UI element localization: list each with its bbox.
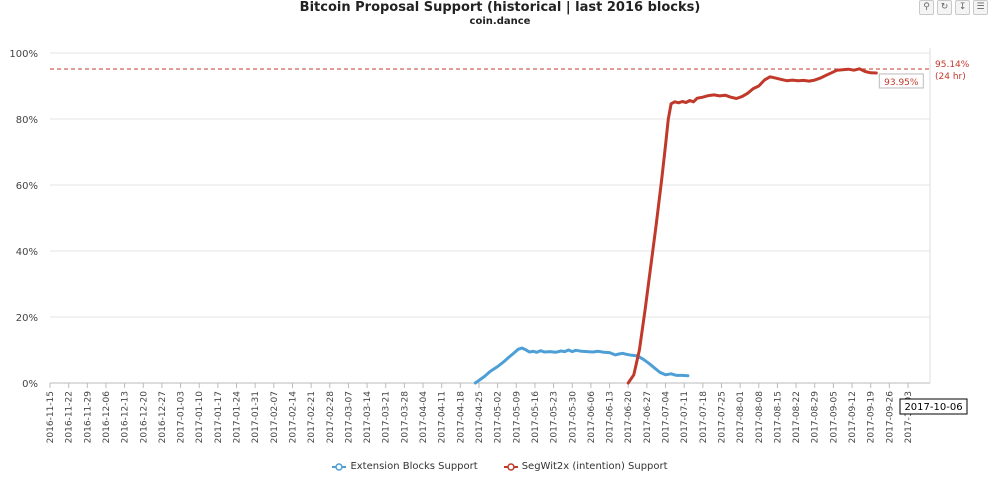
x-tick-label: 2016-11-22 — [65, 391, 75, 443]
x-tick-label: 2017-01-17 — [214, 391, 224, 443]
legend-label-segwit2x: SegWit2x (intention) Support — [521, 461, 668, 472]
threshold-sublabel: (24 hr) — [935, 72, 966, 82]
x-tick-label: 2016-12-27 — [158, 391, 168, 443]
x-tick-label: 2017-02-21 — [307, 391, 317, 443]
x-tick-label: 2017-07-18 — [699, 391, 709, 444]
x-tick-label: 2017-09-26 — [885, 391, 895, 444]
x-tick-label: 2017-04-11 — [438, 391, 448, 443]
x-tick-label: 2017-07-04 — [662, 391, 672, 444]
x-tick-label: 2017-05-16 — [531, 391, 541, 444]
x-tick-label: 2017-09-12 — [848, 391, 858, 443]
x-axis: 2016-11-15 2016-11-22 2016-11-29 2016-12-06… — [46, 383, 914, 443]
x-tick-label: 2016-11-15 — [46, 391, 56, 443]
legend-marker-red — [503, 462, 518, 471]
threshold-label: 95.14% — [935, 60, 970, 70]
x-tick-label: 2017-07-11 — [680, 391, 690, 443]
legend-item-extension-blocks[interactable]: Extension Blocks Support — [332, 461, 478, 472]
series-line-extension-blocks — [473, 346, 690, 385]
x-tick-label: 2017-04-04 — [419, 391, 429, 444]
x-tick-label: 2017-08-22 — [792, 391, 802, 443]
y-axis: 0% 20% 40% 60% 80% 100% — [9, 49, 38, 390]
x-tick-label: 2017-01-24 — [233, 391, 243, 444]
x-tick-label: 2016-12-06 — [102, 391, 112, 444]
x-tick-label: 2017-05-09 — [512, 391, 522, 444]
gridlines — [50, 48, 931, 384]
hover-date-box — [899, 398, 968, 415]
x-tick-label: 2017-09-05 — [829, 391, 839, 443]
x-tick-label: 2017-04-18 — [456, 391, 466, 444]
zoom-icon[interactable]: ⚲ — [919, 0, 934, 15]
x-tick-label: 2016-11-29 — [83, 391, 93, 444]
y-tick-label: 20% — [16, 313, 38, 324]
y-tick-label: 60% — [16, 181, 38, 192]
export-icon[interactable]: ↧ — [955, 0, 970, 15]
x-tick-label: 2017-08-29 — [811, 391, 821, 444]
y-tick-label: 0% — [22, 379, 38, 390]
x-tick-label: 2017-03-28 — [400, 391, 410, 444]
x-tick-label: 2017-06-20 — [624, 391, 634, 444]
x-tick-label: 2017-02-14 — [288, 391, 298, 444]
end-value-box — [878, 73, 924, 89]
x-tick-label: 2016-12-13 — [121, 391, 131, 443]
legend-label-extension-blocks: Extension Blocks Support — [350, 461, 478, 472]
legend-marker-blue — [332, 462, 347, 471]
legend: Extension Blocks Support SegWit2x (inten… — [0, 461, 1000, 472]
x-tick-label: 2016-12-20 — [139, 391, 149, 444]
x-tick-label: 2017-03-07 — [344, 391, 354, 443]
legend-item-segwit2x[interactable]: SegWit2x (intention) Support — [503, 461, 668, 472]
x-tick-label: 2017-05-23 — [550, 391, 560, 443]
chart-toolbar: ⚲ ↻ ↧ ☰ — [919, 0, 988, 15]
y-tick-label: 40% — [16, 247, 38, 258]
x-tick-label: 2017-01-31 — [251, 391, 261, 443]
x-tick-label: 2017-09-19 — [867, 391, 877, 444]
y-tick-label: 80% — [16, 115, 38, 126]
x-tick-label: 2017-01-03 — [177, 391, 187, 443]
x-tick-label: 2017-08-01 — [736, 391, 746, 443]
chart-subtitle: coin.dance — [469, 16, 531, 27]
reset-icon[interactable]: ↻ — [937, 0, 952, 15]
x-tick-label: 2017-03-21 — [382, 391, 392, 443]
x-tick-label: 2017-03-14 — [363, 391, 373, 444]
x-tick-label: 2017-06-13 — [606, 391, 616, 443]
x-tick-label: 2017-05-02 — [494, 391, 504, 443]
series-lines — [473, 67, 878, 385]
x-tick-label: 2017-10-03 — [904, 391, 914, 443]
x-tick-label: 2017-08-08 — [755, 391, 765, 444]
y-tick-label: 100% — [9, 49, 38, 60]
x-tick-label: 2017-02-28 — [326, 391, 336, 444]
series-line-segwit2x — [626, 67, 878, 385]
x-tick-label: 2017-06-06 — [587, 391, 597, 444]
x-tick-label: 2017-06-27 — [643, 391, 653, 443]
end-value-label: 93.95% — [884, 78, 919, 88]
chart-title: Bitcoin Proposal Support (historical | l… — [299, 0, 701, 15]
hover-date-label: 2017-10-06 — [904, 402, 962, 413]
x-tick-label: 2017-05-30 — [568, 391, 578, 444]
x-tick-label: 2017-08-15 — [773, 391, 783, 443]
annotations: 95.14% (24 hr) 93.95% 2017-10-06 — [50, 60, 970, 415]
menu-icon[interactable]: ☰ — [973, 0, 988, 15]
x-tick-label: 2017-04-25 — [475, 391, 485, 443]
x-tick-label: 2017-02-07 — [270, 391, 280, 443]
x-tick-label: 2017-07-25 — [717, 391, 727, 443]
x-tick-label: 2017-01-10 — [195, 391, 205, 444]
